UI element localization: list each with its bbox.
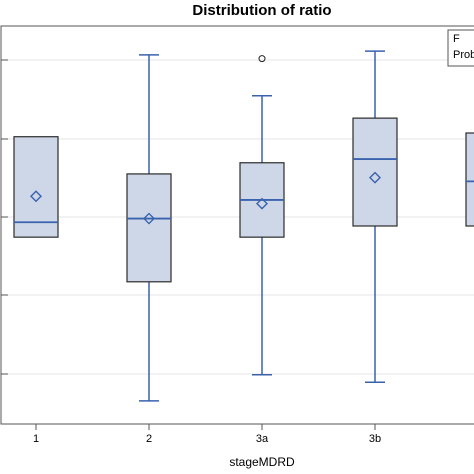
mean-marker-2 — [143, 212, 155, 225]
grid-lines — [1, 59, 474, 375]
box-marks — [13, 50, 474, 402]
x-tick-label-3b: 3b — [369, 433, 381, 445]
legend-line-prob: Prob — [453, 49, 474, 61]
mean-marker-3a — [256, 197, 268, 210]
mean-marker-1 — [30, 190, 42, 203]
outlier-3a-0 — [258, 55, 266, 63]
x-tick-label-3a: 3a — [256, 433, 269, 445]
x-tick-labels: 123a3b4 — [33, 424, 381, 445]
box-1 — [13, 136, 59, 238]
x-tick-label-1: 1 — [33, 433, 39, 445]
legend-box — [447, 29, 474, 67]
box-2 — [126, 173, 172, 283]
box-4 — [465, 132, 474, 227]
plot-frame — [0, 25, 474, 425]
chart-title: Distribution of ratio — [192, 2, 331, 19]
legend-line-f: F — [453, 33, 460, 45]
x-axis-label: stageMDRD — [229, 455, 295, 469]
mean-marker-3b — [369, 171, 381, 184]
legend: F Prob — [447, 29, 474, 67]
x-tick-label-2: 2 — [146, 433, 152, 445]
